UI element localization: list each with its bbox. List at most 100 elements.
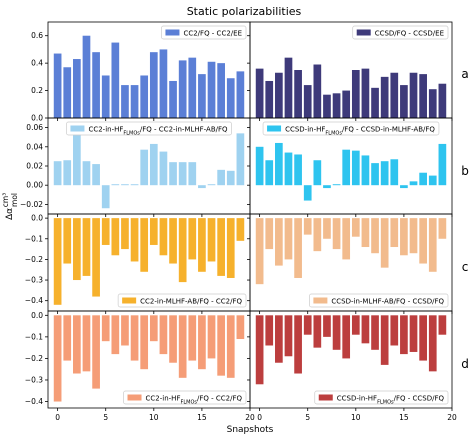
bar-b-left-14 — [188, 162, 197, 186]
bar-d-right-7 — [323, 315, 331, 337]
bar-c-left-2 — [73, 218, 81, 281]
bar-b-left-5 — [101, 185, 110, 209]
y-tick-label-a-left-1: 0.2 — [31, 86, 43, 95]
bar-b-right-0 — [255, 146, 264, 186]
bar-a-right-19 — [438, 83, 447, 118]
panel-d-left: −0.4 −0.3 −0.2 −0.1 0.0 0 5 10 15 20CC2-in-HFFLMO… — [25, 310, 255, 422]
bar-d-left-12 — [169, 315, 177, 363]
legend-label-b-left: CC2-in-HFFLMOs/FQ - CC2-in-MLHF-AB/FQ — [88, 126, 228, 137]
bar-d-right-13 — [380, 315, 389, 365]
row-label-d: d — [461, 357, 469, 371]
bar-c-left-14 — [188, 218, 197, 260]
y-tick-label-b-left-2: 0.02 — [26, 162, 43, 171]
bar-a-left-9 — [140, 75, 149, 118]
bar-c-right-1 — [265, 218, 274, 250]
bar-d-right-14 — [390, 315, 399, 346]
bar-c-right-6 — [313, 218, 322, 252]
y-tick-label-c-left-3: −0.1 — [25, 234, 43, 243]
bar-b-right-14 — [390, 159, 399, 186]
bar-d-right-0 — [255, 315, 264, 385]
bar-b-left-13 — [178, 162, 187, 186]
bar-b-right-6 — [313, 160, 322, 186]
bar-a-right-14 — [390, 72, 399, 118]
bar-c-right-3 — [284, 218, 293, 260]
bar-d-left-11 — [159, 315, 168, 355]
bar-c-left-18 — [226, 218, 235, 278]
bar-d-right-8 — [332, 315, 341, 350]
bar-a-left-19 — [236, 71, 245, 118]
bar-b-left-16 — [207, 184, 216, 186]
bar-a-right-4 — [294, 70, 302, 118]
bar-b-left-18 — [226, 170, 235, 186]
bar-d-right-11 — [361, 315, 370, 344]
bar-b-left-0 — [53, 161, 62, 186]
bar-c-right-7 — [323, 218, 331, 239]
panel-a-left: 0.0 0.2 0.4 0.6 CC2/FQ - CC2/EE — [31, 21, 251, 123]
bar-c-left-9 — [140, 218, 149, 272]
y-tick-label-c-left-0: −0.4 — [25, 296, 43, 305]
bar-d-left-18 — [226, 315, 235, 378]
bar-d-left-5 — [101, 315, 110, 342]
bar-c-left-16 — [207, 218, 216, 262]
bar-c-right-0 — [255, 218, 264, 285]
bar-a-left-6 — [111, 42, 120, 119]
legend-a-left: CC2/FQ - CC2/EE — [161, 25, 247, 40]
bar-b-left-7 — [121, 184, 129, 186]
bar-d-right-2 — [275, 315, 283, 363]
bar-b-left-17 — [217, 169, 225, 186]
bar-a-right-18 — [428, 89, 437, 118]
y-axis-label: Δα cm³ mol — [1, 193, 19, 220]
bar-b-right-15 — [400, 185, 408, 189]
bar-c-right-16 — [409, 218, 418, 254]
bar-c-right-11 — [361, 218, 370, 248]
legend-box-a-right — [352, 25, 449, 40]
y-tick-label-d-left-4: 0.0 — [31, 311, 43, 320]
legend-d-left: CC2-in-HFFLMOs/FQ - CC2/FQ — [123, 390, 247, 406]
bar-c-right-14 — [390, 218, 399, 248]
bar-d-right-19 — [438, 315, 447, 335]
legend-swatch-b-right — [267, 125, 282, 132]
bar-c-right-10 — [351, 218, 360, 237]
bar-b-left-12 — [169, 162, 177, 186]
figure-title: Static polarizabilities — [187, 5, 302, 18]
bar-b-left-8 — [130, 184, 139, 186]
bar-c-left-10 — [149, 218, 158, 245]
panel-c-left: −0.4 −0.3 −0.2 −0.1 0.0 CC2-in-MLHF-AB/FQ - C… — [25, 213, 251, 314]
bar-b-right-5 — [303, 185, 312, 201]
bar-d-left-9 — [140, 315, 149, 370]
bar-c-right-18 — [428, 218, 437, 272]
bar-d-left-7 — [121, 315, 129, 346]
panel-c-right: CCSD-in-MLHF-AB/FQ - CCSD/FQ — [247, 213, 453, 314]
bar-a-right-10 — [351, 70, 360, 118]
panel-b-right: CCSD-in-HFFLMOs/FQ - CCSD-in-MLHF-AB/FQ — [247, 117, 453, 217]
y-tick-label-d-left-0: −0.4 — [25, 397, 43, 406]
y-tick-label-b-left-1: 0.00 — [26, 181, 43, 190]
bar-c-right-12 — [371, 218, 379, 254]
bar-a-left-11 — [159, 49, 168, 118]
bar-d-left-8 — [130, 315, 139, 361]
y-axis-unit-denominator: mol — [10, 193, 19, 207]
bar-b-left-2 — [73, 134, 81, 186]
bar-a-left-7 — [121, 85, 129, 118]
bar-a-right-9 — [342, 90, 351, 118]
bar-d-left-1 — [63, 315, 72, 361]
bar-d-right-18 — [428, 315, 437, 372]
legend-swatch-b-left — [70, 125, 85, 132]
bar-a-right-2 — [275, 72, 283, 118]
x-tick-label-d-right-4: 20 — [447, 413, 457, 422]
y-tick-label-a-left-3: 0.6 — [31, 31, 43, 40]
legend-label-c-right: CCSD-in-MLHF-AB/FQ - CCSD/FQ — [331, 298, 444, 306]
bar-a-right-1 — [265, 80, 274, 118]
bar-b-right-19 — [438, 143, 447, 186]
bar-d-right-4 — [294, 315, 302, 374]
bar-a-left-0 — [53, 53, 62, 118]
x-tick-label-d-left-3: 15 — [197, 413, 207, 422]
bar-d-left-0 — [53, 315, 62, 402]
bar-c-right-5 — [303, 218, 312, 235]
bar-a-right-7 — [323, 94, 331, 118]
bar-a-left-13 — [178, 60, 187, 118]
x-tick-label-d-left-2: 10 — [149, 413, 159, 422]
bar-a-left-4 — [92, 52, 100, 118]
